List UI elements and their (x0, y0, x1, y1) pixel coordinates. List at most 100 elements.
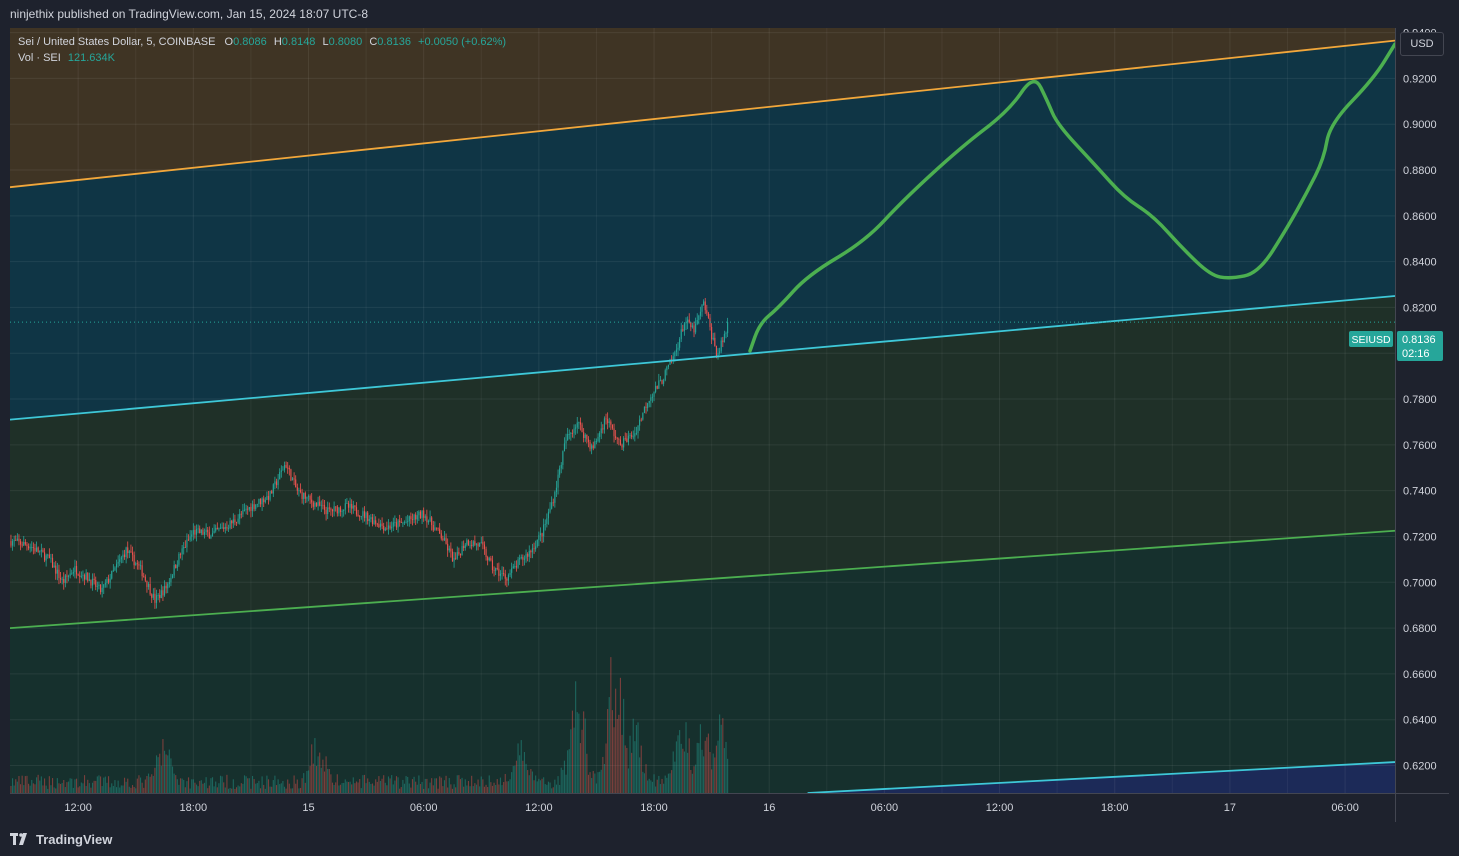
volume-bar (207, 788, 209, 793)
candle-body (511, 568, 513, 573)
volume-bar (632, 718, 634, 793)
candle-body (504, 574, 506, 579)
chart-legend: Sei / United States Dollar, 5, COINBASE … (18, 34, 506, 66)
volume-bar (213, 786, 215, 793)
candle-body (594, 441, 596, 449)
volume-bar (541, 778, 543, 793)
candle-body (53, 565, 55, 568)
volume-bar (397, 777, 399, 793)
volume-bar (680, 743, 682, 793)
volume-bar (26, 775, 28, 793)
volume-bar (69, 778, 71, 793)
volume-bar (275, 785, 278, 793)
volume-bar (74, 779, 76, 793)
footer-brand[interactable]: TradingView (36, 831, 113, 847)
candle-body (400, 522, 402, 523)
volume-bar (243, 775, 246, 793)
price-chart[interactable]: 0.94000.92000.90000.88000.86000.84000.82… (0, 0, 1459, 822)
volume-bar (317, 756, 319, 793)
volume-bar (309, 765, 311, 793)
volume-bar (272, 780, 274, 793)
volume-bar (408, 783, 410, 793)
volume-bar (255, 783, 257, 793)
volume-bar (559, 784, 561, 793)
volume-bar (347, 782, 350, 793)
volume-bar (533, 780, 535, 793)
legend-high-label: H (273, 36, 282, 48)
candle-body (587, 439, 590, 442)
volume-bar (82, 783, 84, 793)
candle-body (87, 572, 89, 581)
volume-bar (509, 779, 511, 793)
candle-body (235, 522, 238, 523)
candle-body (549, 508, 551, 512)
candle-body (568, 433, 570, 435)
volume-bar (114, 780, 116, 793)
candle-body (443, 537, 446, 541)
candle-body (488, 558, 490, 561)
volume-bar (647, 780, 649, 793)
candle-body (371, 517, 374, 524)
x-tick-label: 12:00 (986, 802, 1014, 814)
candle-body (715, 345, 717, 356)
currency-button[interactable]: USD (1400, 32, 1444, 56)
candle-body (266, 496, 268, 500)
volume-bar (426, 778, 428, 793)
volume-bar (642, 771, 644, 793)
candle-body (323, 505, 326, 510)
volume-bar (296, 779, 298, 793)
tradingview-logo-icon[interactable] (10, 833, 30, 845)
candle-body (309, 496, 311, 500)
x-tick-label: 12:00 (64, 802, 92, 814)
candle-body (79, 575, 81, 577)
volume-bar (634, 741, 636, 793)
candle-body (64, 575, 66, 583)
volume-bar (474, 783, 476, 793)
candle-body (663, 380, 665, 384)
volume-bar (237, 785, 239, 793)
volume-bar (115, 787, 118, 793)
volume-bar (16, 781, 18, 793)
candle-body (493, 570, 495, 571)
volume-bar (703, 756, 705, 793)
candle-body (50, 557, 52, 559)
candle-body (363, 511, 366, 518)
volume-bar (719, 714, 721, 793)
volume-bar (203, 782, 206, 793)
candle-body (560, 464, 562, 469)
price-axis[interactable] (1395, 28, 1449, 822)
volume-bar (79, 786, 81, 793)
volume-bar (34, 784, 36, 793)
volume-bar (120, 785, 122, 793)
volume-bar (392, 784, 394, 793)
candle-body (219, 527, 222, 529)
candle-body (419, 511, 422, 519)
volume-bar (615, 688, 617, 793)
volume-bar (570, 729, 572, 793)
volume-bar (707, 733, 709, 793)
volume-bar (547, 781, 550, 793)
candle-body (80, 576, 82, 577)
volume-bar (592, 770, 594, 793)
candle-body (701, 304, 703, 312)
candle-body (367, 512, 369, 522)
volume-bar (479, 786, 481, 793)
volume-bar (208, 785, 210, 793)
candle-body (272, 484, 274, 494)
legend-volume-label: Vol · SEI (18, 52, 61, 64)
volume-bar (215, 781, 217, 793)
candle-body (75, 566, 78, 575)
volume-bar (514, 765, 516, 793)
candle-body (376, 523, 378, 525)
candle-body (95, 580, 97, 587)
candle-body (314, 502, 316, 507)
candle-body (151, 594, 153, 598)
volume-bar (130, 787, 132, 793)
candle-body (426, 516, 428, 523)
candle-body (157, 595, 159, 596)
time-axis[interactable] (10, 793, 1395, 822)
candle-body (626, 438, 628, 443)
candle-body (34, 547, 36, 552)
y-tick-label: 0.9000 (1403, 119, 1437, 131)
volume-bar (515, 760, 518, 793)
